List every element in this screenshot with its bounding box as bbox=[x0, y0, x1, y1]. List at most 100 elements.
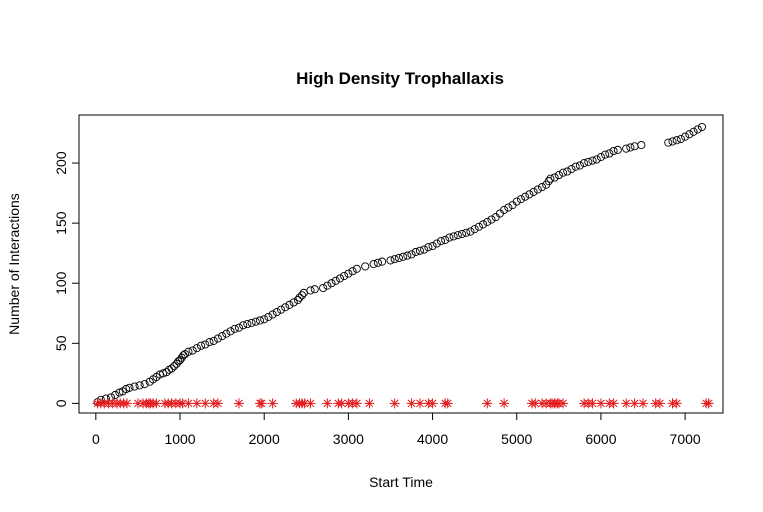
event-marker bbox=[558, 398, 569, 409]
data-point bbox=[276, 305, 286, 314]
data-point bbox=[226, 327, 235, 336]
series-cumulative-interactions bbox=[93, 122, 707, 407]
data-point bbox=[310, 285, 319, 294]
data-point bbox=[403, 251, 412, 260]
data-point bbox=[626, 143, 635, 152]
data-point bbox=[470, 225, 479, 234]
data-point bbox=[386, 256, 395, 265]
event-marker bbox=[414, 398, 425, 409]
data-point bbox=[580, 159, 589, 168]
data-point bbox=[424, 243, 433, 252]
data-point bbox=[251, 317, 260, 326]
y-tick-label: 150 bbox=[53, 211, 69, 235]
data-point bbox=[298, 291, 307, 300]
data-point bbox=[264, 312, 273, 321]
data-point bbox=[432, 239, 441, 248]
event-marker bbox=[200, 398, 211, 409]
data-point bbox=[504, 203, 513, 212]
y-tick-label: 100 bbox=[53, 271, 69, 295]
data-point bbox=[428, 241, 437, 251]
data-point bbox=[521, 192, 530, 201]
data-point bbox=[390, 255, 399, 264]
data-point bbox=[546, 174, 555, 183]
data-point bbox=[255, 316, 265, 325]
data-point bbox=[373, 258, 382, 267]
data-point bbox=[466, 227, 475, 236]
data-point bbox=[529, 187, 538, 196]
data-point bbox=[567, 165, 576, 174]
data-point bbox=[487, 215, 496, 224]
data-point bbox=[399, 252, 408, 261]
data-point bbox=[407, 250, 416, 259]
event-marker bbox=[389, 398, 400, 409]
data-point bbox=[685, 130, 694, 139]
data-point bbox=[571, 162, 580, 171]
data-point bbox=[344, 269, 353, 278]
data-point bbox=[664, 138, 673, 147]
data-point bbox=[201, 340, 210, 349]
data-point bbox=[192, 344, 201, 353]
data-point bbox=[197, 341, 206, 350]
data-point bbox=[575, 161, 584, 170]
data-point bbox=[295, 293, 304, 302]
data-point bbox=[159, 369, 168, 378]
data-point bbox=[213, 334, 222, 343]
data-point bbox=[167, 364, 176, 373]
data-point bbox=[609, 146, 618, 156]
data-point bbox=[420, 245, 429, 254]
data-point bbox=[268, 310, 277, 319]
data-point bbox=[483, 217, 492, 226]
x-tick-label: 2000 bbox=[249, 431, 280, 447]
x-tick-label: 3000 bbox=[333, 431, 364, 447]
data-point bbox=[681, 132, 690, 141]
event-marker bbox=[351, 398, 362, 409]
data-point bbox=[340, 271, 349, 281]
data-point bbox=[184, 347, 193, 356]
data-point bbox=[260, 315, 269, 324]
data-point bbox=[281, 303, 290, 312]
data-point bbox=[323, 281, 332, 290]
data-point bbox=[394, 253, 403, 263]
event-marker bbox=[267, 398, 278, 409]
data-point bbox=[239, 321, 248, 330]
data-point bbox=[605, 149, 614, 158]
data-point bbox=[672, 136, 681, 145]
data-point bbox=[247, 318, 256, 327]
event-marker bbox=[595, 398, 606, 409]
data-point bbox=[693, 125, 702, 134]
data-point bbox=[441, 235, 450, 245]
event-marker bbox=[608, 398, 619, 409]
x-axis-label: Start Time bbox=[369, 474, 433, 490]
data-point bbox=[474, 222, 483, 231]
event-marker bbox=[191, 398, 202, 409]
data-point bbox=[361, 262, 370, 271]
data-point bbox=[170, 362, 179, 371]
data-point bbox=[378, 257, 387, 266]
data-point bbox=[479, 220, 488, 229]
data-point bbox=[209, 336, 218, 345]
data-point bbox=[243, 320, 252, 329]
data-point bbox=[234, 323, 243, 332]
x-tick-label: 4000 bbox=[417, 431, 448, 447]
data-point bbox=[327, 279, 336, 288]
event-marker bbox=[183, 398, 194, 409]
event-marker bbox=[212, 398, 223, 409]
event-marker bbox=[322, 398, 333, 409]
data-point bbox=[135, 381, 144, 390]
data-point bbox=[218, 332, 227, 341]
data-point bbox=[512, 197, 521, 206]
data-point bbox=[592, 155, 601, 164]
data-point bbox=[411, 247, 420, 257]
data-point bbox=[205, 338, 214, 347]
data-point bbox=[140, 380, 149, 389]
data-point bbox=[689, 127, 698, 136]
event-marker bbox=[621, 398, 632, 409]
event-marker bbox=[364, 398, 375, 409]
data-point bbox=[319, 283, 328, 293]
x-tick-label: 7000 bbox=[670, 431, 701, 447]
data-point bbox=[436, 237, 446, 246]
data-point bbox=[272, 308, 281, 317]
data-point bbox=[462, 228, 471, 237]
event-marker bbox=[233, 398, 244, 409]
data-point bbox=[306, 286, 315, 295]
